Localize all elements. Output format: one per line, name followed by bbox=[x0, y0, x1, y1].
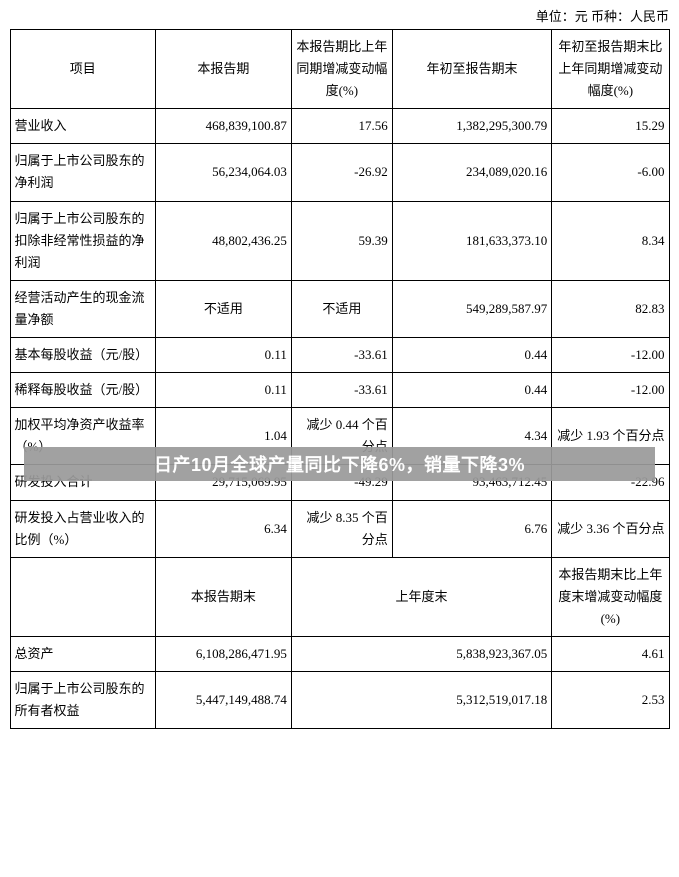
header-cell: 本报告期末 bbox=[155, 557, 291, 636]
row-pct: -33.61 bbox=[291, 373, 392, 408]
row-value: 181,633,373.10 bbox=[392, 201, 551, 280]
row-value: 0.44 bbox=[392, 373, 551, 408]
header-cell: 年初至报告期末比上年同期增减变动幅度(%) bbox=[552, 30, 669, 109]
header-cell: 本报告期比上年同期增减变动幅度(%) bbox=[291, 30, 392, 109]
row-pct: 减少 8.35 个百分点 bbox=[291, 500, 392, 557]
overlay-text: 日产10月全球产量同比下降6%，销量下降3% bbox=[154, 451, 525, 477]
row-value: 56,234,064.03 bbox=[155, 144, 291, 201]
row-item: 归属于上市公司股东的净利润 bbox=[10, 144, 155, 201]
row-value: 6,108,286,471.95 bbox=[155, 636, 291, 671]
row-pct: -33.61 bbox=[291, 338, 392, 373]
row-value: 549,289,587.97 bbox=[392, 280, 551, 337]
header-cell: 本报告期 bbox=[155, 30, 291, 109]
row-value: 不适用 bbox=[155, 280, 291, 337]
row-pct: 减少 3.36 个百分点 bbox=[552, 500, 669, 557]
row-item: 研发投入占营业收入的比例（%） bbox=[10, 500, 155, 557]
header-cell: 上年度末 bbox=[291, 557, 551, 636]
row-pct: 不适用 bbox=[291, 280, 392, 337]
row-value: 0.44 bbox=[392, 338, 551, 373]
row-item: 归属于上市公司股东的扣除非经常性损益的净利润 bbox=[10, 201, 155, 280]
row-value: 5,838,923,367.05 bbox=[291, 636, 551, 671]
header-cell bbox=[10, 557, 155, 636]
row-pct: 4.61 bbox=[552, 636, 669, 671]
header-cell: 项目 bbox=[10, 30, 155, 109]
overlay-banner: 日产10月全球产量同比下降6%，销量下降3% bbox=[24, 447, 655, 481]
unit-line: 单位：元 币种：人民币 bbox=[0, 0, 679, 29]
row-pct: 15.29 bbox=[552, 109, 669, 144]
row-pct: -12.00 bbox=[552, 338, 669, 373]
row-value: 6.76 bbox=[392, 500, 551, 557]
row-item: 归属于上市公司股东的所有者权益 bbox=[10, 672, 155, 729]
row-pct: -12.00 bbox=[552, 373, 669, 408]
row-value: 6.34 bbox=[155, 500, 291, 557]
row-value: 234,089,020.16 bbox=[392, 144, 551, 201]
row-item: 经营活动产生的现金流量净额 bbox=[10, 280, 155, 337]
row-pct: 2.53 bbox=[552, 672, 669, 729]
row-item: 稀释每股收益（元/股） bbox=[10, 373, 155, 408]
row-pct: 17.56 bbox=[291, 109, 392, 144]
row-pct: -6.00 bbox=[552, 144, 669, 201]
row-value: 5,447,149,488.74 bbox=[155, 672, 291, 729]
row-value: 48,802,436.25 bbox=[155, 201, 291, 280]
row-item: 营业收入 bbox=[10, 109, 155, 144]
row-value: 5,312,519,017.18 bbox=[291, 672, 551, 729]
row-pct: 8.34 bbox=[552, 201, 669, 280]
row-pct: 59.39 bbox=[291, 201, 392, 280]
row-value: 0.11 bbox=[155, 373, 291, 408]
row-value: 1,382,295,300.79 bbox=[392, 109, 551, 144]
row-item: 总资产 bbox=[10, 636, 155, 671]
row-item: 基本每股收益（元/股） bbox=[10, 338, 155, 373]
financial-table: 项目本报告期本报告期比上年同期增减变动幅度(%)年初至报告期末年初至报告期末比上… bbox=[10, 29, 670, 729]
header-cell: 本报告期末比上年度末增减变动幅度(%) bbox=[552, 557, 669, 636]
row-value: 468,839,100.87 bbox=[155, 109, 291, 144]
header-cell: 年初至报告期末 bbox=[392, 30, 551, 109]
row-pct: 82.83 bbox=[552, 280, 669, 337]
row-value: 0.11 bbox=[155, 338, 291, 373]
row-pct: -26.92 bbox=[291, 144, 392, 201]
